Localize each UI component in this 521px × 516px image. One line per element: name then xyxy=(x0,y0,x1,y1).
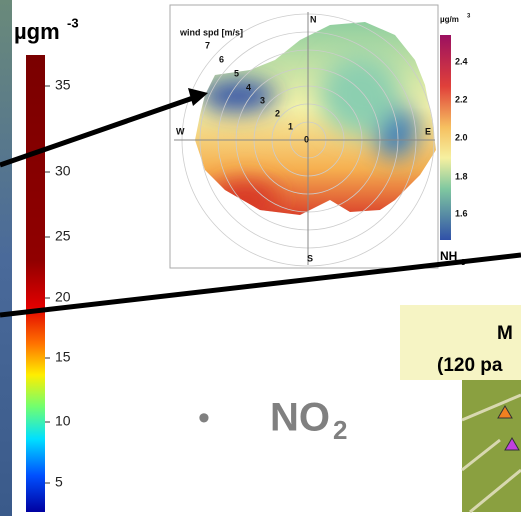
colorbar-ticks: 35 30 25 20 15 10 5 xyxy=(45,77,71,490)
polar-tick-label: 2.0 xyxy=(455,132,468,142)
connector-line xyxy=(0,252,521,318)
tick-label: 30 xyxy=(55,163,71,179)
wind-speed-label: 2 xyxy=(275,108,280,118)
colorbar xyxy=(26,55,45,512)
tick-label: 10 xyxy=(55,413,71,429)
site-marker xyxy=(497,405,513,419)
colorbar-unit-exponent: -3 xyxy=(67,15,79,30)
tick-label: 5 xyxy=(55,474,63,490)
wind-speed-title: wind spd [m/s] xyxy=(179,27,243,37)
map-title-box xyxy=(400,305,521,380)
photo-edge xyxy=(0,0,12,516)
wind-speed-label: 3 xyxy=(260,95,265,105)
polar-tick-label: 2.4 xyxy=(455,56,468,66)
wind-speed-label: 4 xyxy=(246,82,251,92)
polar-colorbar-unit: µg/m xyxy=(440,15,459,24)
polar-colorbar-unit-exponent: 3 xyxy=(467,14,471,20)
wind-speed-label: 7 xyxy=(205,40,210,50)
wind-speed-label: 5 xyxy=(234,68,239,78)
polar-tick-label: 2.2 xyxy=(455,94,468,104)
arrow-head xyxy=(188,88,208,106)
pollutant: NH xyxy=(440,249,457,263)
north-label: N xyxy=(310,14,317,24)
wind-speed-label: 6 xyxy=(219,54,224,64)
east-label: E xyxy=(425,126,431,136)
south-label: S xyxy=(307,253,313,263)
colorbar-unit: µgm xyxy=(14,19,60,44)
bullet-subscript: 2 xyxy=(333,415,347,445)
arrow xyxy=(0,95,194,168)
polar-surface xyxy=(195,22,436,215)
tick-label: 15 xyxy=(55,349,71,365)
west-label: W xyxy=(176,126,185,136)
map-title: M xyxy=(497,323,513,344)
polar-colorbar-ticks: 2.4 2.2 2.0 1.8 1.6 xyxy=(455,56,468,218)
tick-label: 25 xyxy=(55,228,71,244)
center-label: 0 xyxy=(304,134,309,144)
polar-grid xyxy=(174,12,435,267)
map-subtitle: (120 pa xyxy=(437,355,503,376)
wind-speed-label: 1 xyxy=(288,121,293,131)
polar-tick-label: 1.6 xyxy=(455,208,468,218)
polar-colorbar xyxy=(440,35,451,240)
tick-label: 35 xyxy=(55,77,71,93)
bullet-text: NO xyxy=(270,396,330,440)
map-roads xyxy=(461,393,521,514)
polar-tick-label: 1.8 xyxy=(455,171,468,181)
site-marker xyxy=(504,437,520,451)
bullet-marker: • xyxy=(198,399,210,437)
tick-label: 20 xyxy=(55,289,71,305)
